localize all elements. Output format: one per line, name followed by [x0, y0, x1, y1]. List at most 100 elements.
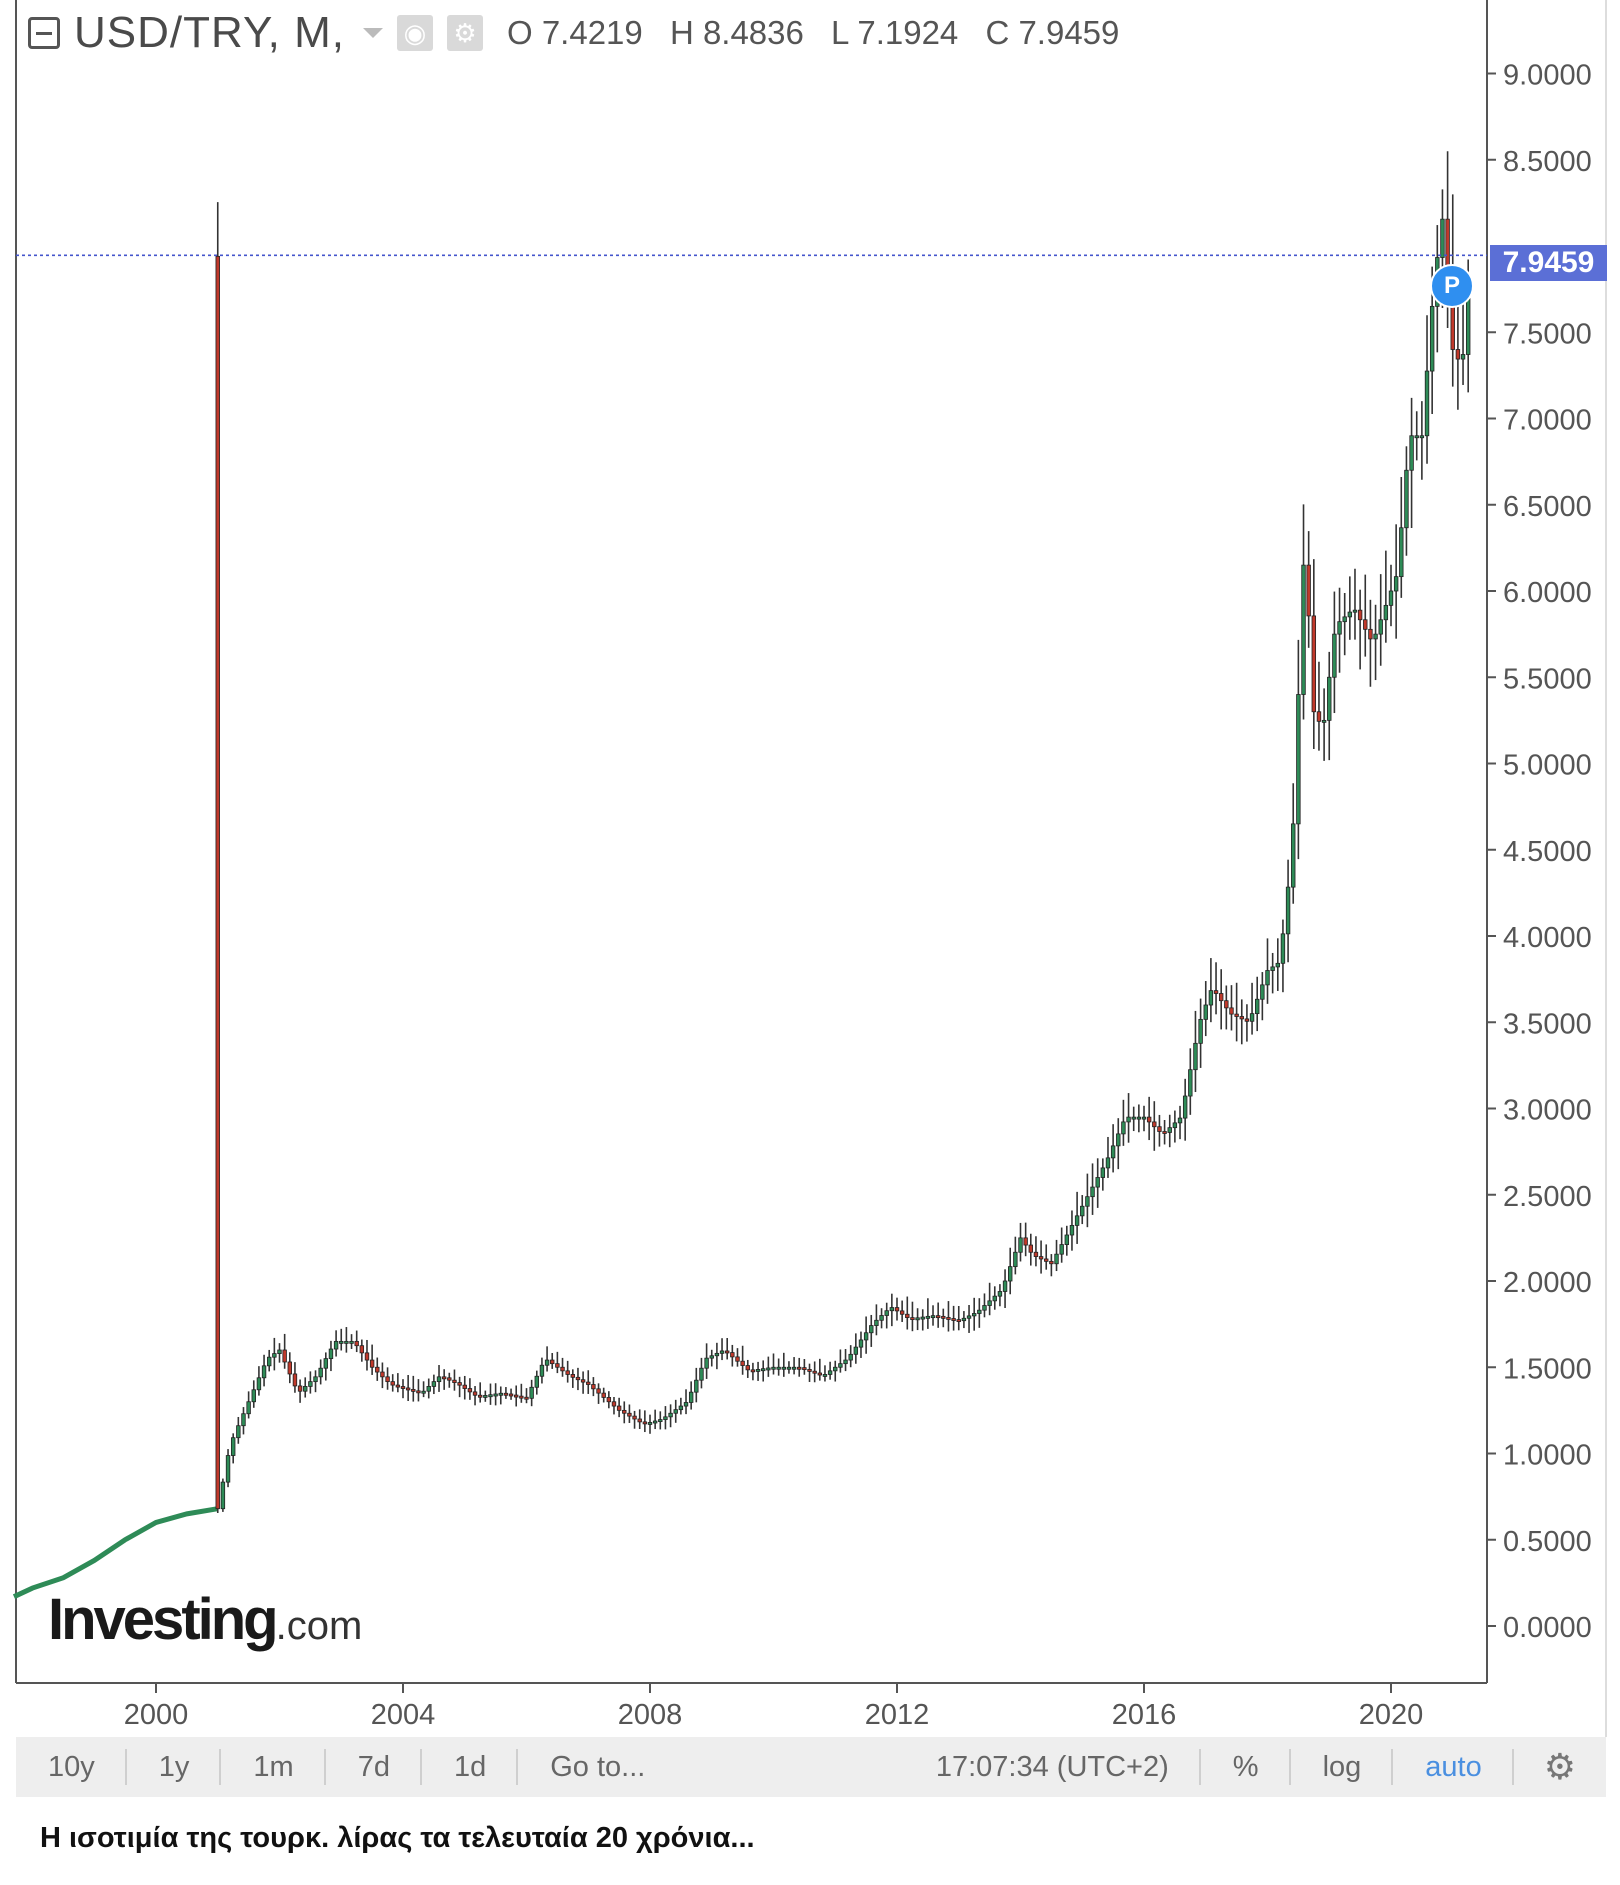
candle-body: [997, 1291, 1003, 1297]
candle-body: [508, 1393, 514, 1397]
candle-body: [1049, 1260, 1054, 1265]
candle-body: [925, 1315, 931, 1319]
candle-body: [215, 255, 220, 1510]
candle-body: [1285, 886, 1291, 935]
candle-body: [874, 1319, 879, 1326]
candle-body: [915, 1317, 920, 1321]
candle-body: [503, 1392, 509, 1396]
range-1m-button[interactable]: 1m: [221, 1747, 327, 1787]
candle-body: [668, 1412, 673, 1418]
candle-body: [570, 1374, 576, 1378]
gear-icon[interactable]: ⚙: [446, 15, 483, 51]
candle-body: [1275, 962, 1280, 968]
range-1d-button[interactable]: 1d: [422, 1747, 519, 1787]
candle-body: [493, 1393, 498, 1397]
candle-body: [230, 1437, 236, 1456]
candle-body: [946, 1317, 951, 1320]
candle-body: [1069, 1225, 1075, 1236]
candle-body: [514, 1394, 519, 1398]
candle-body: [699, 1367, 704, 1381]
candle-body: [441, 1376, 447, 1380]
candle-body: [1260, 984, 1265, 1000]
candle-body: [1198, 1018, 1203, 1044]
p-badge-icon[interactable]: P: [1430, 264, 1474, 308]
candle-body: [1136, 1116, 1142, 1120]
x-tick-label: 2016: [1112, 1699, 1177, 1731]
candle-body: [622, 1409, 627, 1414]
auto-toggle[interactable]: auto: [1393, 1747, 1515, 1787]
candle-body: [375, 1366, 380, 1373]
candle-body: [1378, 619, 1383, 635]
candle-body: [1080, 1205, 1085, 1217]
candle-body: [1332, 633, 1337, 678]
candle-body: [1265, 970, 1270, 986]
candle-body: [606, 1397, 612, 1403]
candle-body: [966, 1315, 972, 1319]
candle-body: [745, 1365, 750, 1371]
candle-body: [884, 1310, 889, 1316]
collapse-icon[interactable]: [28, 17, 60, 49]
candle-body: [1152, 1121, 1157, 1128]
candle-body: [735, 1356, 740, 1362]
candle-body: [1399, 527, 1404, 578]
candle-body: [241, 1413, 246, 1427]
candle-body: [1363, 619, 1368, 630]
candle-body: [1054, 1253, 1059, 1265]
candle-body: [1357, 609, 1363, 621]
y-tick-label: 6.5000: [1503, 491, 1592, 523]
candle-body: [318, 1367, 323, 1378]
candle-body: [910, 1317, 915, 1321]
candle-body: [586, 1381, 591, 1385]
candle-body: [1213, 990, 1219, 994]
candle-body: [267, 1356, 272, 1367]
candle-body: [807, 1369, 812, 1372]
candle-body: [627, 1412, 632, 1417]
percent-toggle[interactable]: %: [1201, 1747, 1291, 1787]
candle-body: [956, 1319, 961, 1322]
log-toggle[interactable]: log: [1291, 1747, 1394, 1787]
candle-body: [328, 1348, 334, 1360]
candle-body: [385, 1376, 390, 1383]
candle-body: [452, 1379, 457, 1383]
range-7d-button[interactable]: 7d: [326, 1747, 423, 1787]
candle-body: [750, 1369, 756, 1373]
candle-body: [462, 1384, 467, 1389]
y-tick-label: 1.0000: [1503, 1440, 1592, 1472]
candle-body: [1224, 1000, 1229, 1009]
candle-body: [905, 1313, 910, 1319]
candle-body: [766, 1367, 771, 1371]
chart-canvas[interactable]: 0.0000 0.5000 1.0000 1.5000 2.0000 2.5000 3.00…: [0, 0, 1620, 1740]
y-tick-label: 5.5000: [1503, 663, 1592, 695]
settings-gear-icon[interactable]: ⚙: [1543, 1746, 1576, 1787]
candle-body: [1126, 1116, 1131, 1123]
candle-body: [1100, 1167, 1106, 1178]
candle-body: [730, 1352, 735, 1358]
candle-body: [1440, 218, 1445, 258]
legend: USD/TRY, M, ◉ ⚙ O 7.4219 H 8.4836 L 7.19…: [28, 8, 1137, 58]
range-10y-button[interactable]: 10y: [16, 1747, 127, 1787]
candle-body: [833, 1366, 838, 1372]
y-tick-label: 7.0000: [1503, 405, 1592, 437]
candle-body: [1393, 576, 1399, 592]
candle-body: [313, 1376, 318, 1383]
symbol-label[interactable]: USD/TRY, M,: [74, 8, 345, 57]
eye-icon[interactable]: ◉: [396, 15, 433, 51]
candle-body: [935, 1315, 941, 1319]
candle-body: [421, 1390, 426, 1394]
y-tick-label: 0.0000: [1503, 1612, 1592, 1644]
candle-body: [246, 1401, 251, 1415]
candle-body: [1291, 823, 1296, 888]
candle-body: [1059, 1244, 1064, 1255]
chevron-down-icon[interactable]: [362, 28, 383, 38]
range-1y-button[interactable]: 1y: [127, 1747, 222, 1787]
candle-body: [1306, 564, 1311, 617]
candle-body: [1141, 1116, 1147, 1120]
candle-body: [647, 1422, 653, 1425]
candle-body: [1301, 564, 1306, 695]
candle-body: [1074, 1215, 1080, 1226]
candle-body: [683, 1402, 689, 1407]
candle-body: [1342, 616, 1347, 623]
goto-button[interactable]: Go to...: [550, 1751, 646, 1783]
candle-body: [1249, 1013, 1255, 1022]
candle-body: [941, 1315, 946, 1319]
